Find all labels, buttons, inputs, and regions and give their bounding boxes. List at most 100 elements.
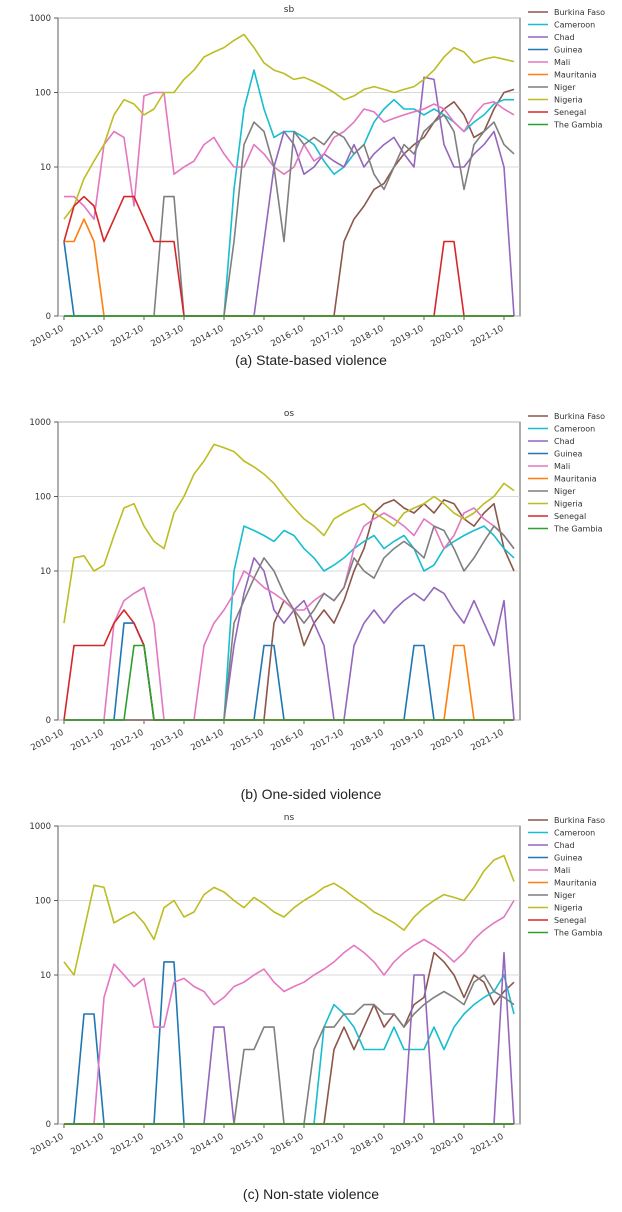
chart-os: os 0 10 100 1000 2010-10 2011-10 2012-10 2013-10… [29,409,605,754]
y-tick-label: 0 [46,716,51,726]
x-tick-label: 2018-10 [349,728,385,754]
series-line-mauritania [64,644,514,721]
y-tick-label: 10 [40,971,51,981]
x-tick-label: 2020-10 [429,324,465,350]
legend-label: Mauritania [554,879,597,888]
y-tick-label: 10 [40,567,51,577]
legend-label: Mali [554,58,570,67]
x-tick-label: 2015-10 [229,324,265,350]
legend-label: Burkina Faso [554,816,605,825]
chart-sb: sb 0 10 100 1000 2010-10 2011-10 2012-10 2013-10… [29,5,605,350]
x-tick-label: 2015-10 [229,728,265,754]
series-line-cameroon [64,974,515,1125]
series-line-mali [64,91,515,220]
x-tick-label: 2020-10 [429,728,465,754]
series-line-guinea [63,241,514,317]
x-tick-label: 2016-10 [269,324,305,350]
chart-title: ns [284,813,295,823]
x-tick-label: 2011-10 [69,324,105,350]
series-line-niger [64,525,515,721]
x-tick-label: 2012-10 [109,728,145,754]
legend-label: Chad [554,33,575,42]
x-tick-label: 2013-10 [149,1132,185,1158]
series-line-niger [64,974,515,1125]
x-tick-label: 2017-10 [309,1132,345,1158]
x-tick-label: 2010-10 [29,324,65,350]
caption-non-state: (c) Non-state violence [242,1186,380,1202]
x-tick-label: 2014-10 [189,324,225,350]
caption-one-sided: (b) One-sided violence [240,786,382,802]
series-line-burkina-faso [64,88,515,317]
x-tick-label: 2021-10 [469,324,505,350]
x-tick-label: 2010-10 [29,728,65,754]
series-line-nigeria [63,854,515,976]
y-tick-label: 100 [35,89,51,99]
series-line-mauritania [64,218,514,317]
chart-panel-ns: ns 0 10 100 1000 2010-10 2011-10 2012-10 2013-10… [0,808,622,1212]
y-tick-label: 1000 [29,418,51,428]
legend-label: Cameroon [554,21,595,30]
x-tick-label: 2012-10 [109,324,145,350]
legend-label: Chad [554,841,575,850]
y-tick-label: 100 [35,897,51,907]
x-tick-label: 2021-10 [469,1132,505,1158]
x-tick-label: 2011-10 [69,728,105,754]
chart-title: os [284,409,295,419]
y-tick-label: 0 [46,1120,51,1130]
chart-panel-sb: sb 0 10 100 1000 2010-10 2011-10 2012-10 2013-10… [0,0,622,404]
x-tick-label: 2019-10 [389,324,425,350]
legend-label: Guinea [554,46,582,55]
legend-label: The Gambia [553,525,603,534]
series-line-mali [64,507,515,721]
series-line-nigeria [63,33,515,220]
chart-panel-os: os 0 10 100 1000 2010-10 2011-10 2012-10 2013-10… [0,404,622,808]
legend-label: Niger [554,891,576,900]
x-tick-label: 2020-10 [429,1132,465,1158]
x-tick-label: 2017-10 [309,324,345,350]
series-line-senegal [63,195,514,317]
legend-label: Senegal [554,512,586,521]
legend-label: Cameroon [554,829,595,838]
x-tick-label: 2014-10 [189,728,225,754]
y-tick-label: 1000 [29,822,51,832]
legend-label: Nigeria [554,500,583,509]
x-tick-label: 2021-10 [469,728,505,754]
legend-label: The Gambia [553,929,603,938]
x-tick-label: 2018-10 [349,324,385,350]
y-tick-label: 10 [40,163,51,173]
chart-title: sb [284,5,295,15]
legend-label: Burkina Faso [554,412,605,421]
x-tick-label: 2013-10 [149,728,185,754]
x-tick-label: 2013-10 [149,324,185,350]
chart-ns: ns 0 10 100 1000 2010-10 2011-10 2012-10 2013-10… [29,813,605,1158]
legend-label: Mali [554,866,570,875]
x-tick-label: 2018-10 [349,1132,385,1158]
x-tick-label: 2010-10 [29,1132,65,1158]
x-tick-label: 2019-10 [389,728,425,754]
series-line-burkina-faso [64,951,515,1125]
legend-label: Burkina Faso [554,8,605,17]
legend-label: Mauritania [554,475,597,484]
legend-label: Cameroon [554,425,595,434]
x-tick-label: 2017-10 [309,728,345,754]
legend-label: Mali [554,462,570,471]
series-line-nigeria [63,443,515,624]
series-line-chad [64,951,515,1125]
legend-label: Guinea [554,450,582,459]
caption-state-based: (a) State-based violence [235,352,387,368]
x-tick-label: 2015-10 [229,1132,265,1158]
legend-label: Guinea [554,854,582,863]
x-tick-label: 2016-10 [269,728,305,754]
legend-label: Niger [554,487,576,496]
series-line-the-gambia [64,644,514,721]
y-tick-label: 0 [46,312,51,322]
y-tick-label: 1000 [29,14,51,24]
legend-label: Chad [554,437,575,446]
x-tick-label: 2019-10 [389,1132,425,1158]
x-tick-label: 2014-10 [189,1132,225,1158]
legend-label: The Gambia [553,121,603,130]
legend-label: Mauritania [554,71,597,80]
series-line-niger [64,114,515,317]
legend-label: Nigeria [554,96,583,105]
legend-label: Senegal [554,916,586,925]
